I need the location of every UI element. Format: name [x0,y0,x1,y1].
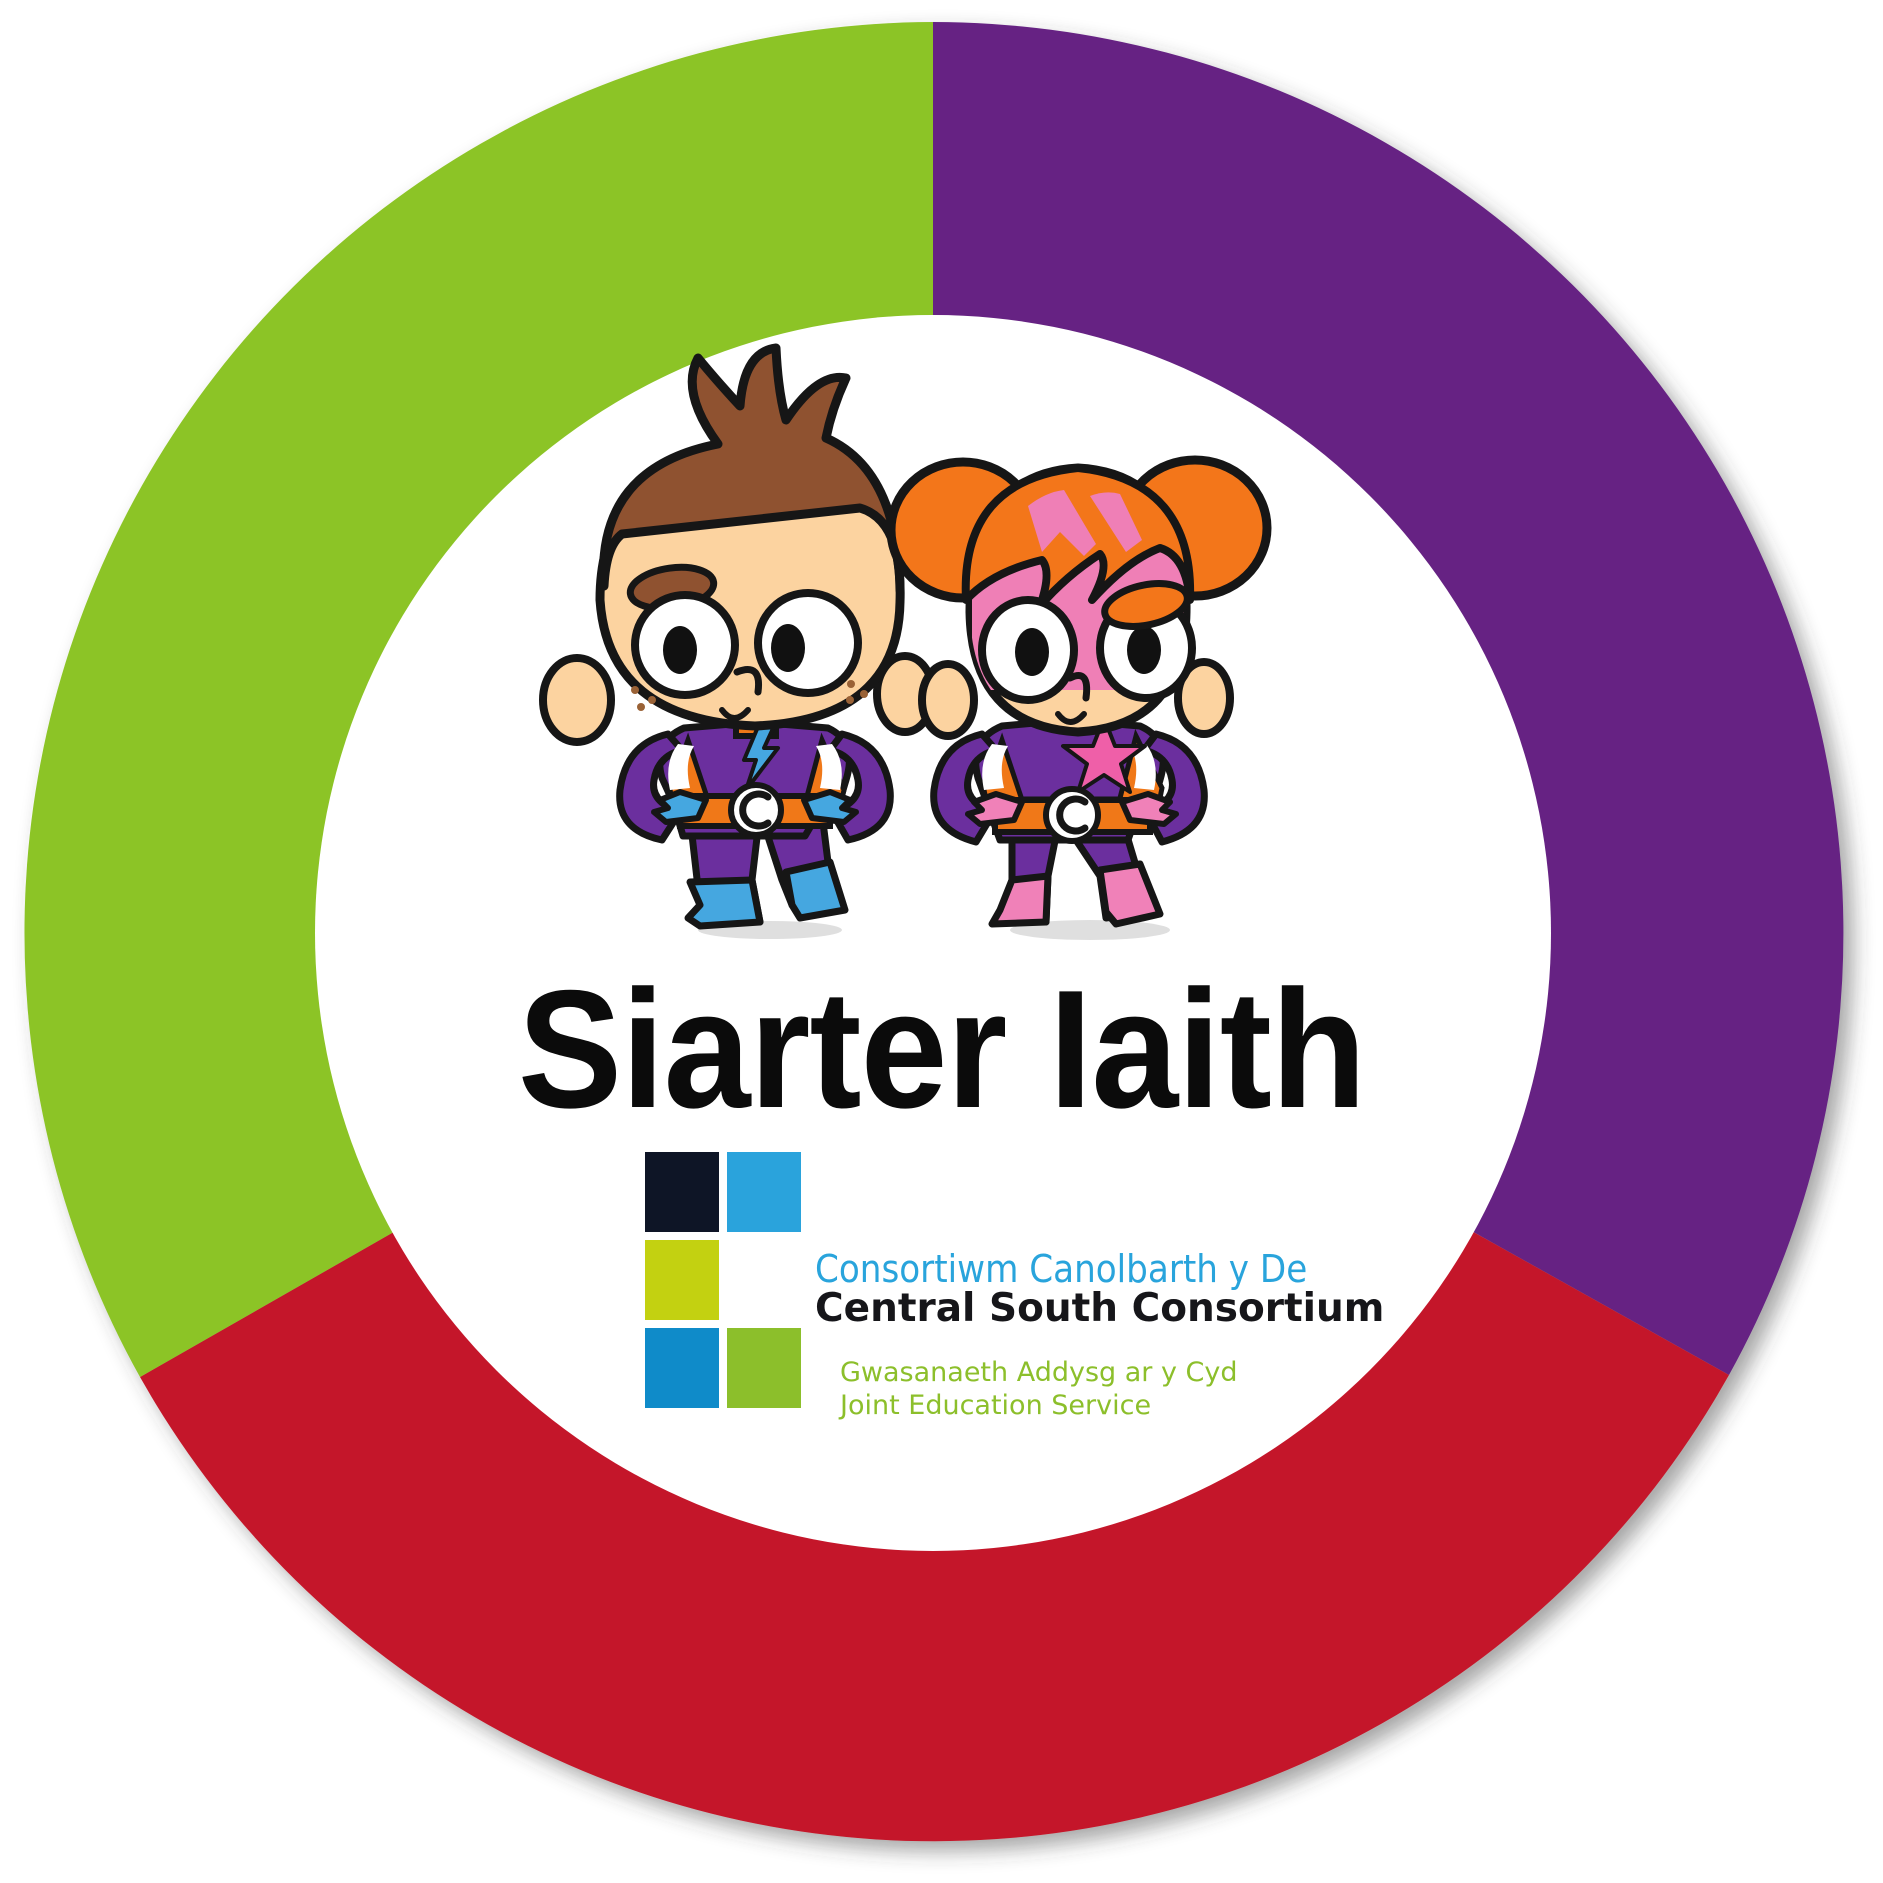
boy-mouth [719,707,751,721]
title-block: Siarter Iaith [0,965,1883,1133]
boy-highlight-left [668,744,694,790]
page-title: Siarter Iaith [517,955,1366,1143]
girl-hair-tuft [1101,580,1191,630]
logo-tagline-block: Gwasanaeth Addysg ar y Cyd Joint Educati… [840,1357,1260,1423]
girl-hair-streak [1028,490,1096,556]
boy-superhero-mascot [539,343,937,939]
girl-pupil-left [1015,628,1049,676]
girl-buckle-letter-c [1056,795,1089,835]
boy-pupil-left [663,626,697,674]
girl-highlight-left [982,744,1008,790]
girl-mouth [1055,711,1087,725]
boy-hand-left [651,789,709,825]
girl-hand-left [965,791,1025,827]
girl-ground-shadow [1010,920,1170,940]
girl-boot-left [988,872,1052,928]
boy-hand-right [801,789,859,825]
boy-nose [733,666,763,696]
logo-tagline-english: Joint Education Service [840,1389,1152,1421]
logo-square-blue-light [727,1152,801,1232]
boy-boot-right [782,858,849,922]
girl-hand-right [1119,791,1179,827]
girl-boot-right [1096,860,1164,928]
boy-ear-left [539,654,615,746]
logo-square-green [727,1328,801,1408]
logo-name-welsh: Consortiwm Canolbarth y De [815,1247,1308,1291]
girl-superhero-mascot [886,455,1272,940]
logo-square-blue-dark [645,1328,719,1408]
girl-ear-right [1174,658,1234,738]
boy-buckle-letter-c [739,790,772,830]
logo-name-block: Consortiwm Canolbarth y De Central South… [815,1247,1385,1331]
girl-star-icon [1061,716,1147,794]
boy-pupil-right [771,624,805,672]
girl-hair-streak-2 [1090,492,1142,552]
central-south-consortium-logo[interactable]: Consortiwm Canolbarth y De Central South… [645,1152,1385,1422]
girl-highlight-right [1130,744,1156,790]
girl-nose [1066,672,1091,702]
logo-name-english: Central South Consortium [815,1285,1385,1331]
logo-tagline-welsh: Gwasanaeth Addysg ar y Cyd [840,1357,1238,1388]
logo-square-lime [645,1240,719,1320]
boy-freckles [631,680,868,711]
boy-boot-left [684,876,764,930]
boy-highlight-right [816,744,842,790]
girl-pupil-right [1127,626,1161,674]
girl-ear-left [918,660,978,740]
red-segment[interactable] [140,1229,1729,1842]
logo-square-dark [645,1152,719,1232]
